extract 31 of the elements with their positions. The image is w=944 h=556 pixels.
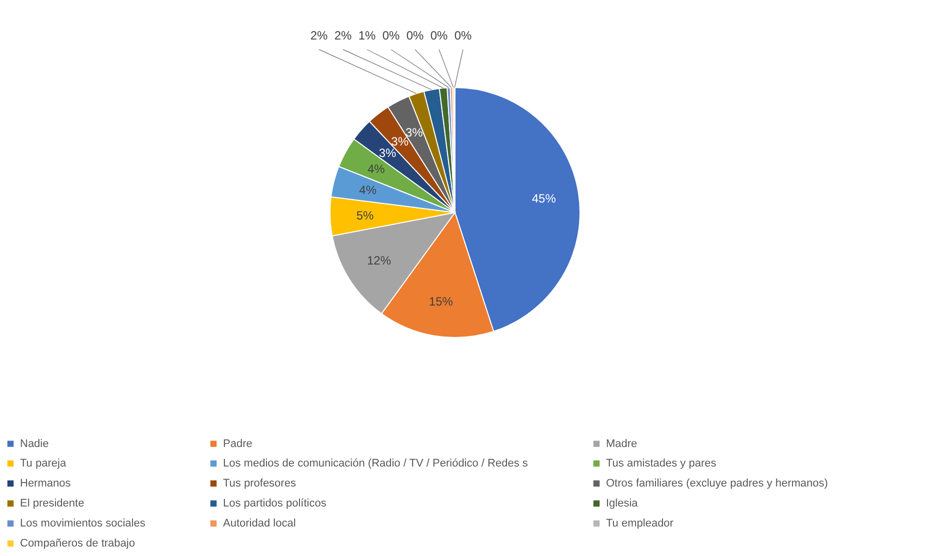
data-label: 2% — [334, 28, 352, 42]
legend-label: Autoridad local — [223, 518, 296, 530]
legend-label: Tu pareja — [20, 458, 67, 470]
data-label: 15% — [428, 294, 454, 308]
legend-label: Tus profesores — [223, 478, 296, 490]
data-label: 5% — [356, 208, 374, 222]
legend-label: Los partidos políticos — [223, 498, 327, 510]
data-label: 4% — [367, 162, 386, 176]
data-label: 4% — [359, 183, 377, 198]
legend-label: Padre — [223, 438, 252, 450]
legend-label: Los medios de comunicación (Radio / TV / Periódico / Redes s — [223, 458, 528, 470]
legend-label: Los movimientos sociales — [20, 518, 146, 530]
legend-label: Tu empleador — [606, 518, 674, 530]
data-label: 45% — [532, 191, 556, 206]
data-label: 2% — [310, 28, 328, 42]
legend-label: Otros familiares (excluye padres y hermanos) — [606, 478, 828, 490]
data-label: 0% — [430, 28, 448, 42]
legend-label: Madre — [606, 438, 638, 450]
data-label: 3% — [405, 125, 424, 140]
legend-label: Hermanos — [20, 478, 72, 490]
data-label: 0% — [406, 28, 424, 42]
data-label: 0% — [454, 28, 472, 42]
data-label: 12% — [366, 254, 392, 268]
legend-label: El presidente — [20, 498, 84, 510]
data-label: 3% — [378, 146, 396, 160]
legend-label: Compañeros de trabajo — [20, 538, 135, 550]
legend-label: Iglesia — [606, 498, 639, 510]
legend-label: Nadie — [20, 438, 49, 450]
data-label: 0% — [382, 28, 400, 42]
data-label: 1% — [358, 28, 376, 42]
legend-label: Tus amistades y pares — [606, 458, 717, 470]
